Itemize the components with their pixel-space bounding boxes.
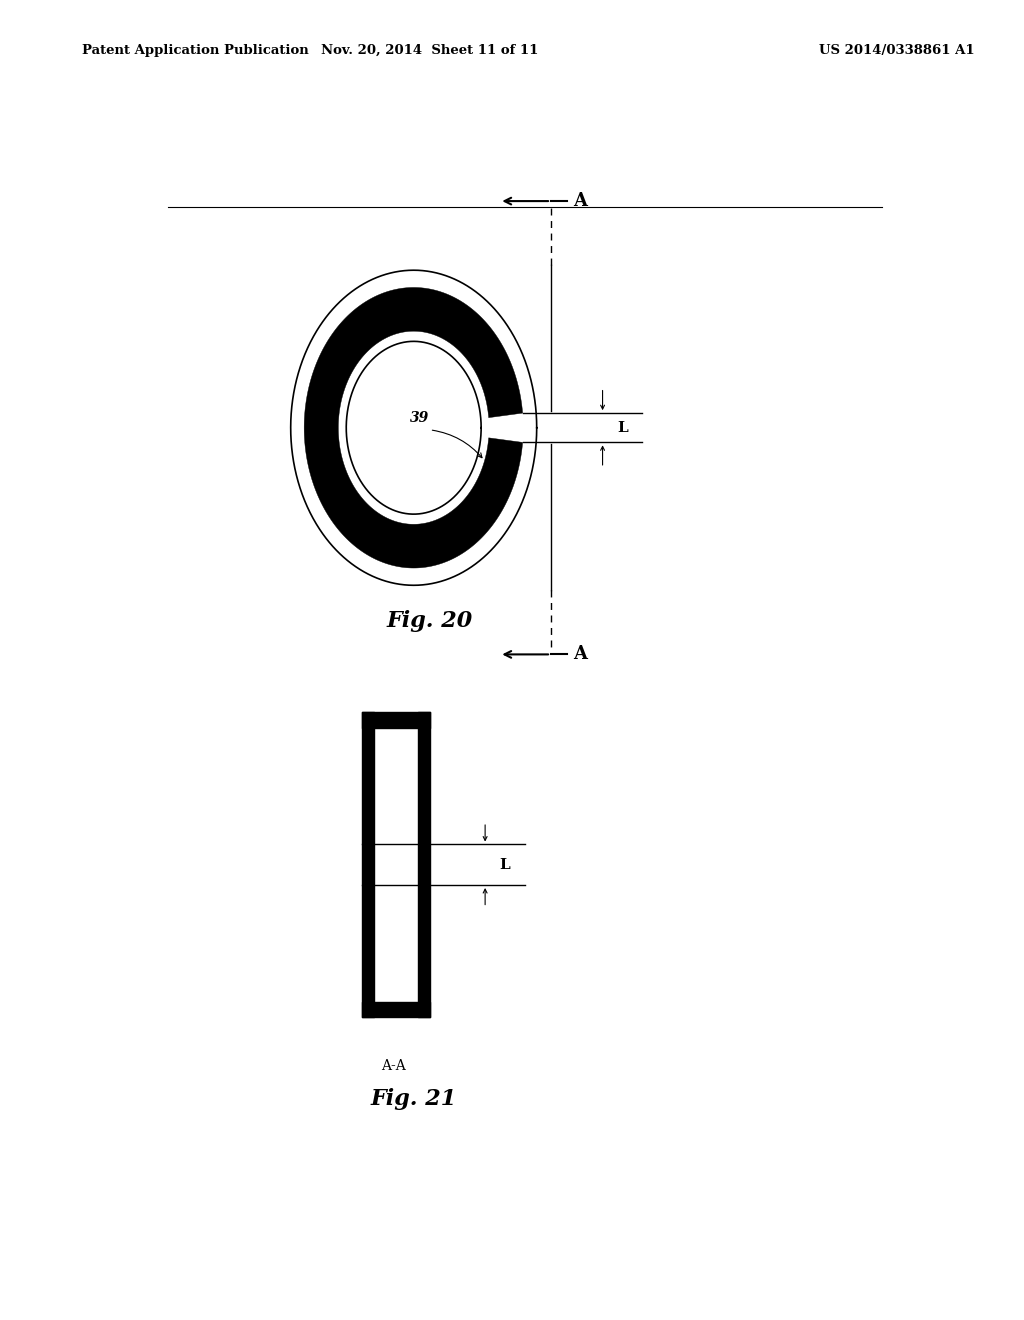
Text: Nov. 20, 2014  Sheet 11 of 11: Nov. 20, 2014 Sheet 11 of 11 xyxy=(322,44,539,57)
Text: A: A xyxy=(573,193,587,210)
Text: A-A: A-A xyxy=(382,1059,407,1073)
Text: US 2014/0338861 A1: US 2014/0338861 A1 xyxy=(819,44,975,57)
Text: A: A xyxy=(573,645,587,664)
Text: Fig. 20: Fig. 20 xyxy=(386,610,473,632)
Text: L: L xyxy=(500,858,510,871)
Text: Fig. 21: Fig. 21 xyxy=(371,1088,457,1110)
Text: L: L xyxy=(616,421,628,434)
Polygon shape xyxy=(304,288,522,568)
Text: 39: 39 xyxy=(411,411,430,425)
Text: Patent Application Publication: Patent Application Publication xyxy=(82,44,308,57)
